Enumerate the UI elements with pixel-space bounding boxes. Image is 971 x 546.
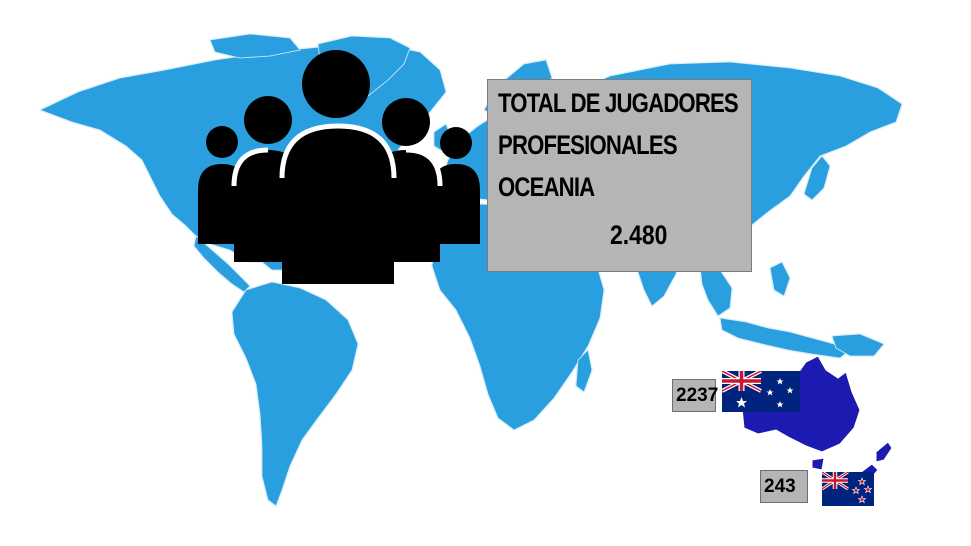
madagascar-island bbox=[575, 349, 593, 393]
indonesia-islands bbox=[719, 317, 851, 359]
new-guinea-island bbox=[831, 333, 885, 357]
oceania-highlight bbox=[741, 355, 893, 493]
tasmania-island bbox=[811, 457, 825, 471]
central-america-landmass bbox=[193, 235, 251, 293]
south-america-landmass bbox=[231, 281, 359, 507]
philippines-islands bbox=[769, 261, 791, 297]
new-zealand-player-count: 243 bbox=[760, 470, 808, 503]
australia-landmass bbox=[741, 355, 861, 453]
new-zealand-north-island bbox=[875, 441, 893, 463]
total-players-panel: TOTAL DE JUGADORES PROFESIONALES OCEANIA… bbox=[487, 79, 752, 272]
new-zealand-flag-icon bbox=[822, 472, 874, 506]
arctic-islands bbox=[209, 33, 301, 59]
southeast-asia-landmass bbox=[699, 265, 733, 317]
australia-flag-icon bbox=[722, 371, 800, 412]
panel-title-line1: TOTAL DE JUGADORES bbox=[498, 88, 739, 118]
people-separators bbox=[231, 123, 443, 187]
panel-title-line2: PROFESIONALES bbox=[498, 130, 678, 160]
australia-player-count: 2237 bbox=[672, 379, 718, 412]
panel-region-label: OCEANIA bbox=[498, 172, 595, 202]
continents bbox=[38, 33, 903, 507]
japan-islands bbox=[803, 155, 831, 201]
panel-total-value: 2.480 bbox=[610, 220, 668, 250]
